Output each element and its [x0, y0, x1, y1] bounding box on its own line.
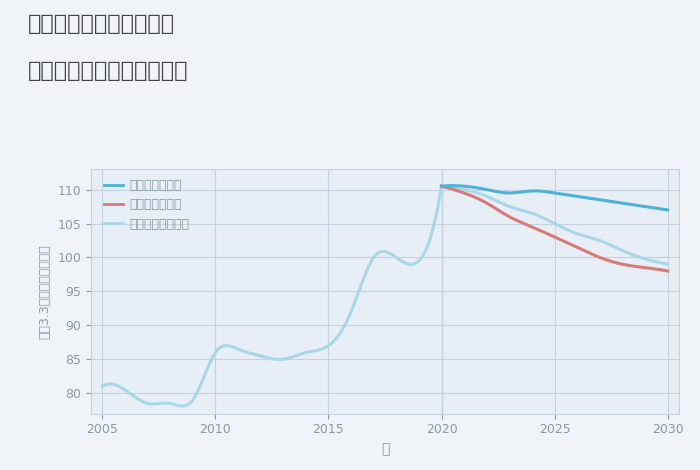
グッドシナリオ: [664, 207, 672, 213]
グッドシナリオ: [449, 183, 457, 188]
ノーマルシナリオ: [480, 192, 488, 198]
グッドシナリオ: [452, 183, 461, 188]
グッドシナリオ: [438, 183, 446, 189]
ノーマルシナリオ: [438, 183, 446, 189]
グッドシナリオ: [447, 183, 455, 188]
バッドシナリオ: [438, 183, 446, 189]
バッドシナリオ: [664, 268, 672, 274]
バッドシナリオ: [498, 210, 506, 215]
ノーマルシナリオ: [664, 261, 672, 267]
Text: 兵庫県姫路市西夢前台の: 兵庫県姫路市西夢前台の: [28, 14, 175, 34]
バッドシナリオ: [447, 186, 455, 191]
バッドシナリオ: [644, 265, 652, 271]
Text: 中古マンションの価格推移: 中古マンションの価格推移: [28, 61, 188, 81]
Line: ノーマルシナリオ: ノーマルシナリオ: [442, 186, 668, 264]
グッドシナリオ: [480, 186, 489, 192]
ノーマルシナリオ: [652, 259, 661, 265]
ノーマルシナリオ: [644, 257, 652, 263]
Line: グッドシナリオ: グッドシナリオ: [442, 186, 668, 210]
グッドシナリオ: [498, 190, 507, 196]
バッドシナリオ: [480, 199, 488, 204]
Line: バッドシナリオ: バッドシナリオ: [442, 186, 668, 271]
Y-axis label: 坪（3.3㎡）単価（万円）: 坪（3.3㎡）単価（万円）: [38, 244, 52, 339]
バッドシナリオ: [652, 266, 661, 272]
ノーマルシナリオ: [447, 185, 455, 190]
グッドシナリオ: [645, 204, 654, 210]
X-axis label: 年: 年: [381, 442, 389, 456]
ノーマルシナリオ: [498, 201, 506, 206]
Legend: グッドシナリオ, バッドシナリオ, ノーマルシナリオ: グッドシナリオ, バッドシナリオ, ノーマルシナリオ: [99, 174, 195, 235]
グッドシナリオ: [653, 205, 662, 211]
バッドシナリオ: [451, 187, 459, 193]
ノーマルシナリオ: [451, 185, 459, 191]
